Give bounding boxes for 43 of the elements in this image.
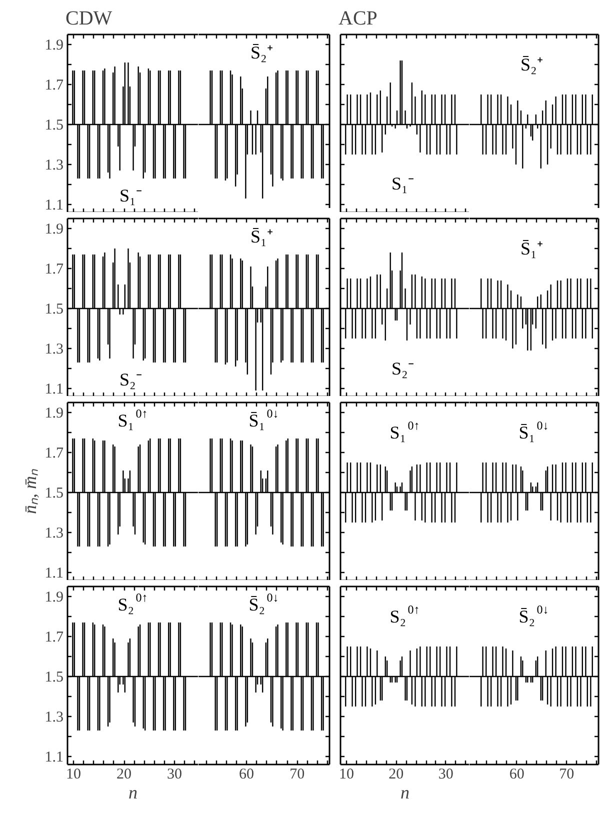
y-tick-label: 1.1 <box>44 198 64 214</box>
y-tick-label: 1.5 <box>44 118 64 134</box>
y-tick-label: 1.7 <box>44 630 64 646</box>
y-tick-label: 1.5 <box>44 670 64 686</box>
y-axis-title: n̄ₙ, m̄ₙ <box>20 468 40 514</box>
x-tick-label: 20 <box>388 766 404 782</box>
y-tick-label: 1.9 <box>44 590 64 606</box>
x-tick-label: 30 <box>438 766 454 782</box>
y-tick-label: 1.1 <box>44 382 64 398</box>
x-tick-label: 60 <box>509 766 524 782</box>
y-tick-label: 1.3 <box>44 158 64 174</box>
annotation: S₂⁻ <box>392 358 414 378</box>
y-tick-label: 1.9 <box>44 38 64 54</box>
y-tick-label: 1.5 <box>44 302 64 318</box>
y-tick-label: 1.3 <box>44 342 64 358</box>
annotation: S₁⁻ <box>120 186 142 206</box>
annotation: S̄₁⁺ <box>250 226 273 246</box>
y-tick-label: 1.3 <box>44 710 64 726</box>
x-tick-label: 30 <box>167 766 182 782</box>
annotation: S₁⁻ <box>392 174 414 194</box>
x-tick-label: 60 <box>239 766 254 782</box>
chart-title: CDW <box>66 8 112 30</box>
x-tick-label: 10 <box>66 766 82 782</box>
y-tick-label: 1.9 <box>44 222 64 238</box>
y-tick-label: 1.7 <box>44 446 64 462</box>
x-tick-label: 20 <box>116 766 132 782</box>
x-tick-label: 70 <box>290 766 305 782</box>
x-axis-title: n <box>400 782 410 802</box>
y-tick-label: 1.7 <box>44 78 64 94</box>
y-tick-label: 1.9 <box>44 406 64 422</box>
y-tick-label: 1.5 <box>44 486 64 502</box>
x-tick-label: 10 <box>338 766 354 782</box>
annotation: S̄₂⁺ <box>520 54 543 74</box>
y-tick-label: 1.1 <box>44 566 64 582</box>
annotation: S₂⁻ <box>120 370 142 390</box>
x-tick-label: 70 <box>559 766 574 782</box>
y-tick-label: 1.1 <box>44 750 64 766</box>
y-tick-label: 1.3 <box>44 526 64 542</box>
annotation: S̄₁⁺ <box>520 238 543 258</box>
y-tick-label: 1.7 <box>44 262 64 278</box>
annotation: S̄₂⁺ <box>250 42 273 62</box>
chart-title: ACP <box>338 8 378 30</box>
x-axis-title: n <box>128 782 138 802</box>
